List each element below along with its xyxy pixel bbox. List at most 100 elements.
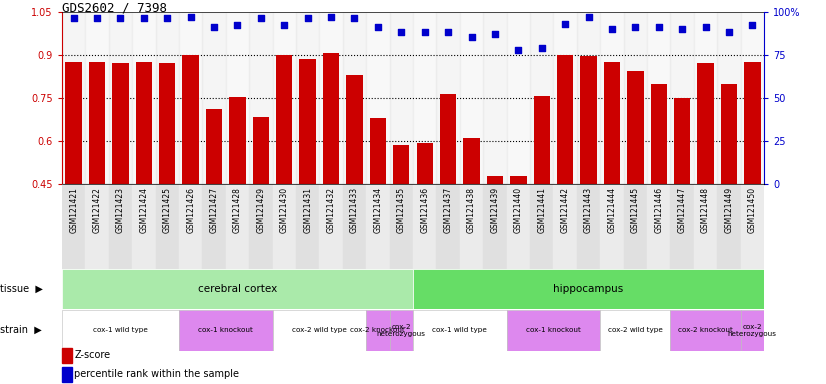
Bar <box>577 184 601 269</box>
Point <box>699 24 712 30</box>
Text: GSM121429: GSM121429 <box>256 187 265 233</box>
Bar <box>320 184 343 269</box>
Bar <box>741 12 764 184</box>
Bar <box>577 12 601 184</box>
Bar <box>183 55 199 314</box>
Text: GSM121434: GSM121434 <box>373 187 382 233</box>
Text: GSM121436: GSM121436 <box>420 187 430 233</box>
Bar <box>627 71 643 314</box>
Point <box>67 15 80 22</box>
Bar <box>65 62 82 314</box>
Point <box>441 29 454 35</box>
Text: GSM121431: GSM121431 <box>303 187 312 233</box>
Bar <box>179 184 202 269</box>
Text: GSM121445: GSM121445 <box>631 187 640 233</box>
Text: cox-2 knockout: cox-2 knockout <box>678 327 733 333</box>
Text: GSM121439: GSM121439 <box>491 187 500 233</box>
Bar <box>694 184 717 269</box>
Text: GSM121450: GSM121450 <box>748 187 757 233</box>
Bar <box>717 184 741 269</box>
Text: cox-2
heterozygous: cox-2 heterozygous <box>377 324 425 337</box>
Bar <box>506 184 530 269</box>
Point <box>90 15 104 22</box>
Bar <box>581 56 596 314</box>
Text: GSM121432: GSM121432 <box>326 187 335 233</box>
Bar <box>624 184 647 269</box>
Bar <box>530 184 553 269</box>
Bar <box>510 176 526 314</box>
Bar <box>604 62 620 314</box>
Bar <box>460 184 483 269</box>
Point <box>558 20 572 26</box>
Point <box>301 15 314 22</box>
Bar <box>179 310 273 351</box>
Bar <box>109 12 132 184</box>
Point <box>605 26 619 32</box>
Bar <box>744 62 761 314</box>
Bar <box>416 142 433 314</box>
Bar <box>647 184 671 269</box>
Text: cox-1 knockout: cox-1 knockout <box>526 327 581 333</box>
Bar <box>460 12 483 184</box>
Bar <box>390 184 413 269</box>
Text: cox-2 knockout: cox-2 knockout <box>350 327 406 333</box>
Bar <box>225 12 249 184</box>
Bar <box>601 310 671 351</box>
Point <box>676 26 689 32</box>
Bar <box>109 184 132 269</box>
Bar <box>436 184 460 269</box>
Bar <box>62 269 413 309</box>
Point <box>652 24 665 30</box>
Point <box>465 35 478 41</box>
Bar <box>717 12 741 184</box>
Text: cox-1 wild type: cox-1 wild type <box>432 327 487 333</box>
Bar <box>273 12 296 184</box>
Bar <box>601 12 624 184</box>
Text: GSM121426: GSM121426 <box>186 187 195 233</box>
Bar <box>530 12 553 184</box>
Bar <box>553 12 577 184</box>
Text: GSM121438: GSM121438 <box>467 187 476 233</box>
Bar <box>135 62 152 314</box>
Point <box>746 22 759 28</box>
Text: Z-score: Z-score <box>74 350 111 360</box>
Bar <box>249 184 273 269</box>
Bar <box>62 184 85 269</box>
Bar <box>112 63 129 314</box>
Bar <box>343 12 366 184</box>
Bar <box>671 310 741 351</box>
Bar <box>230 97 245 314</box>
Bar <box>413 269 764 309</box>
Bar <box>483 12 506 184</box>
Text: GSM121422: GSM121422 <box>93 187 102 233</box>
Point <box>488 31 501 37</box>
Text: GSM121447: GSM121447 <box>677 187 686 233</box>
Point <box>722 29 735 35</box>
Text: cox-2 wild type: cox-2 wild type <box>608 327 662 333</box>
Bar <box>273 184 296 269</box>
Text: GSM121437: GSM121437 <box>444 187 453 233</box>
Point <box>137 15 150 22</box>
Bar <box>413 310 506 351</box>
Bar <box>89 62 105 314</box>
Bar <box>132 12 155 184</box>
Bar <box>624 12 647 184</box>
Text: GSM121446: GSM121446 <box>654 187 663 233</box>
Bar <box>323 53 339 314</box>
Point <box>418 29 431 35</box>
Bar <box>159 63 175 314</box>
Bar <box>413 184 436 269</box>
Point <box>325 14 338 20</box>
Bar <box>366 184 390 269</box>
Text: cox-1 wild type: cox-1 wild type <box>93 327 148 333</box>
Bar <box>366 310 390 351</box>
Bar <box>300 59 316 314</box>
Text: GSM121441: GSM121441 <box>537 187 546 233</box>
Text: GSM121433: GSM121433 <box>350 187 359 233</box>
Bar <box>390 12 413 184</box>
Bar <box>179 12 202 184</box>
Bar <box>85 184 109 269</box>
Bar <box>155 184 179 269</box>
Text: GSM121424: GSM121424 <box>140 187 149 233</box>
Text: GSM121425: GSM121425 <box>163 187 172 233</box>
